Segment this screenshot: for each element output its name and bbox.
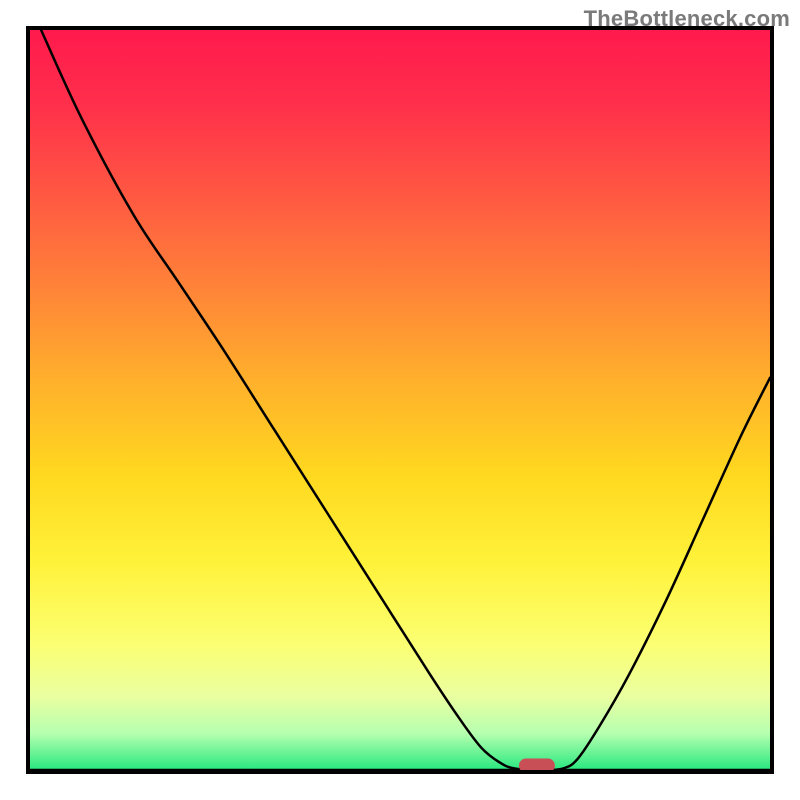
chart-container: TheBottleneck.com <box>0 0 800 800</box>
bottleneck-chart <box>0 0 800 800</box>
watermark-text: TheBottleneck.com <box>584 6 790 32</box>
frame-right <box>770 26 774 774</box>
frame-bottom <box>26 770 774 774</box>
frame-left <box>26 26 30 774</box>
gradient-background <box>30 30 770 770</box>
